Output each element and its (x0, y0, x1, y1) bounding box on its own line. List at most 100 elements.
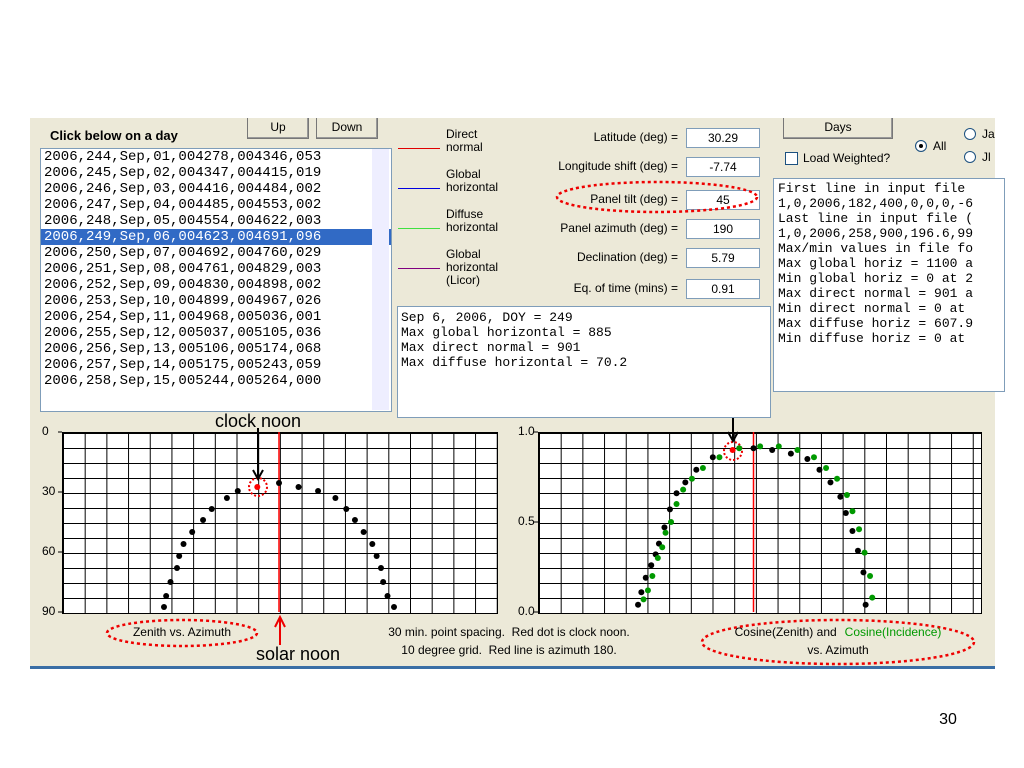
list-item[interactable]: 2006,247,Sep,04,004485,004553,002 (44, 197, 322, 213)
field-label: Eq. of time (mins) = (573, 281, 678, 295)
list-item[interactable]: 2006,248,Sep,05,004554,004622,003 (44, 213, 322, 229)
info-line: Sep 6, 2006, DOY = 249 (401, 310, 573, 325)
highlight-ellipse (555, 180, 759, 214)
point (816, 466, 823, 473)
field-value: 190 (686, 219, 760, 239)
list-item[interactable]: 2006,258,Sep,15,005244,005264,000 (44, 373, 322, 389)
point (223, 495, 230, 501)
point (160, 604, 167, 610)
page-number: 30 (939, 711, 957, 728)
point (351, 517, 358, 523)
point (254, 484, 261, 490)
point (668, 519, 675, 525)
up-button[interactable]: Up (247, 118, 309, 139)
list-item[interactable]: 2006,250,Sep,07,004692,004760,029 (44, 245, 322, 261)
point (680, 486, 687, 493)
day-list[interactable]: 2006,244,Sep,01,004278,004346,053 2006,24… (40, 148, 392, 412)
point (332, 495, 339, 501)
point (666, 506, 673, 513)
list-item[interactable]: 2006,254,Sep,11,004968,005036,001 (44, 309, 322, 325)
point (757, 443, 764, 450)
file-line: Max/min values in file fo (778, 241, 974, 256)
point (834, 475, 841, 482)
file-line: Max direct normal = 901 a (778, 286, 974, 301)
list-item[interactable]: 2006,249,Sep,06,004623,004691,096 (41, 229, 391, 245)
days-button[interactable]: Days (783, 118, 893, 139)
file-line: Min global horiz = 0 at 2 (778, 271, 974, 286)
file-line: Max diffuse horiz = 607.9 (778, 316, 974, 331)
point (843, 492, 850, 498)
plot-area (538, 432, 982, 614)
checkbox[interactable] (785, 152, 798, 165)
legend: Direct normal Global horizontal Diffuse ho… (398, 128, 538, 298)
point (769, 447, 776, 453)
point (856, 526, 863, 533)
point (787, 450, 794, 457)
list-item[interactable]: 2006,257,Sep,14,005175,005243,059 (44, 357, 322, 373)
highlight-circle (723, 441, 743, 461)
list-item[interactable]: 2006,245,Sep,02,004347,004415,019 (44, 165, 322, 181)
legend-line (398, 268, 440, 269)
field-value: 5.79 (686, 248, 760, 268)
fields: Latitude (deg) = 30.29 Longitude shift (de… (518, 128, 768, 299)
point (642, 574, 649, 581)
point (276, 480, 282, 486)
file-line: Min diffuse horiz = 0 at (778, 331, 966, 346)
down-button[interactable]: Down (316, 118, 378, 139)
highlight-ellipse (700, 618, 976, 666)
legend-label: Diffuse horizontal (446, 207, 499, 234)
point (699, 465, 706, 471)
point (849, 528, 856, 534)
info-line: Max global horizontal = 885 (401, 325, 612, 340)
list-item[interactable]: 2006,251,Sep,08,004761,004829,003 (44, 261, 322, 277)
point (640, 596, 647, 603)
field-label: Declination (deg) = (576, 250, 678, 264)
field-label: Panel tilt (deg) = (590, 192, 678, 206)
point (167, 579, 174, 585)
y-tick-label: 60 (42, 544, 56, 558)
point (391, 604, 398, 610)
annotation: solar noon (256, 644, 340, 664)
radio-all[interactable] (915, 140, 927, 152)
radio-label: All (933, 139, 947, 153)
point (867, 573, 874, 579)
annotation: clock noon (215, 411, 301, 431)
point (837, 493, 844, 500)
y-tick-label: 0 (42, 424, 49, 438)
y-tick-label: 1.0 (518, 424, 535, 438)
point (688, 475, 695, 482)
file-line: Last line in input file ( (778, 211, 974, 226)
point (638, 589, 645, 596)
point (360, 529, 367, 535)
list-item[interactable]: 2006,252,Sep,09,004830,004898,002 (44, 277, 322, 293)
list-item[interactable]: 2006,256,Sep,13,005106,005174,068 (44, 341, 322, 357)
point (384, 593, 391, 599)
list-item[interactable]: 2006,255,Sep,12,005037,005105,036 (44, 325, 322, 341)
point (659, 544, 666, 551)
list-item[interactable]: 2006,246,Sep,03,004416,004484,002 (44, 181, 322, 197)
list-item[interactable]: 2006,253,Sep,10,004899,004967,026 (44, 293, 322, 309)
legend-line (398, 228, 440, 229)
point (176, 553, 183, 559)
field-label: Latitude (deg) = (593, 130, 678, 144)
file-line: 1,0,2006,258,900,196.6,99 (778, 226, 974, 241)
legend-label: Global horizontal (Licor) (446, 247, 499, 287)
point (649, 573, 656, 579)
y-tick-label: 90 (42, 604, 56, 618)
point (861, 549, 868, 556)
point (709, 454, 716, 461)
list-item[interactable]: 2006,244,Sep,01,004278,004346,053 (44, 149, 322, 165)
point (827, 479, 834, 486)
point (180, 541, 187, 547)
radio-label: Ja (982, 127, 995, 141)
radio-jl[interactable] (964, 151, 976, 163)
scrollbar[interactable] (372, 149, 389, 410)
arrow (274, 614, 286, 645)
point (189, 529, 196, 535)
list-header: Click below on a day (50, 128, 178, 143)
radio-ja[interactable] (964, 128, 976, 140)
point (729, 447, 736, 453)
caption: Cosine(Zenith) and Cosine(Incidence) (735, 625, 942, 639)
point (860, 569, 867, 576)
